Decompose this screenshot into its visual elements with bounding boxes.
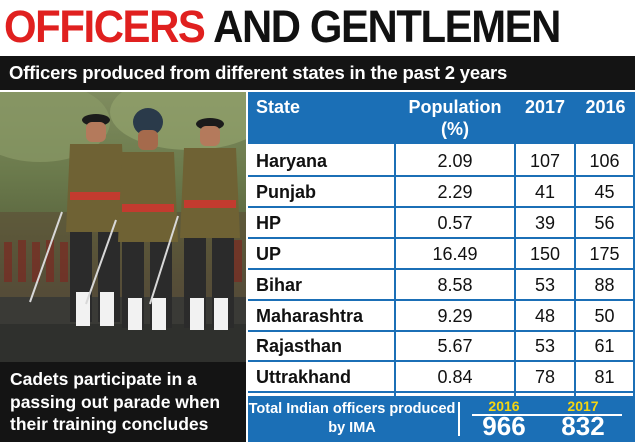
value-2017-cell: 53 <box>534 275 556 295</box>
state-cell: Punjab <box>256 182 317 202</box>
value-2016-cell: 50 <box>594 306 615 326</box>
row-divider <box>248 391 635 393</box>
state-cell: Rajasthan <box>256 336 343 356</box>
table-row: Maharashtra 9.29 48 50 <box>248 301 635 331</box>
headline-black: AND GENTLEMEN <box>213 1 561 52</box>
column-divider <box>574 92 576 396</box>
value-2017-cell: 39 <box>534 213 556 233</box>
value-2017-cell: 41 <box>534 182 556 202</box>
total-value-2016: 966 <box>482 411 526 441</box>
value-2016-cell: 81 <box>594 367 615 387</box>
row-divider <box>248 268 635 270</box>
value-2016-cell: 88 <box>594 275 615 295</box>
table-row: Bihar 8.58 53 88 <box>248 270 635 300</box>
row-divider <box>248 299 635 301</box>
table-row: Rajasthan 5.67 53 61 <box>248 331 635 361</box>
table-row: Haryana 2.09 107 106 <box>248 146 635 176</box>
column-divider <box>394 92 396 396</box>
value-2016-cell: 61 <box>594 336 615 356</box>
state-cell: Uttrakhand <box>256 367 352 387</box>
headline: OFFICERS AND GENTLEMEN <box>4 1 561 52</box>
row-divider <box>248 330 635 332</box>
column-header-population: Population (%) <box>408 97 502 139</box>
row-divider <box>248 237 635 239</box>
headline-red: OFFICERS <box>4 1 206 52</box>
value-2017-cell: 107 <box>529 151 561 171</box>
photo-caption: Cadets participate in a passing out para… <box>0 362 246 442</box>
state-cell: UP <box>256 244 282 264</box>
row-divider <box>248 206 635 208</box>
parade-photo <box>0 92 246 362</box>
table-header: State Population (%) 2017 2016 <box>248 92 635 144</box>
officers-table: State Population (%) 2017 2016 Haryana 2.… <box>248 92 635 396</box>
population-cell: 8.58 <box>437 275 473 295</box>
population-cell: 2.09 <box>437 151 473 171</box>
population-cell: 16.49 <box>432 244 478 264</box>
value-2017-cell: 48 <box>534 306 556 326</box>
state-cell: HP <box>256 213 282 233</box>
state-cell: Bihar <box>256 275 303 295</box>
state-cell: Haryana <box>256 151 328 171</box>
value-2016-cell: 45 <box>594 182 615 202</box>
subheader: Officers produced from different states … <box>0 56 635 90</box>
column-header-state: State <box>256 97 301 117</box>
population-cell: 9.29 <box>437 306 473 326</box>
table-row: HP 0.57 39 56 <box>248 208 635 238</box>
total-year-2017: 2017 <box>567 398 599 414</box>
column-divider <box>514 92 516 396</box>
parade-illustration <box>0 92 246 362</box>
footer-divider <box>458 402 460 436</box>
total-value-2017: 832 <box>561 411 605 441</box>
population-cell: 0.57 <box>437 213 473 233</box>
total-year-2016: 2016 <box>488 398 520 414</box>
column-divider <box>633 92 635 396</box>
value-2016-cell: 175 <box>589 244 620 264</box>
value-2017-cell: 78 <box>534 367 556 387</box>
population-cell: 0.84 <box>437 367 473 387</box>
value-2017-cell: 53 <box>534 336 556 356</box>
row-divider <box>248 175 635 177</box>
value-2016-cell: 106 <box>589 151 620 171</box>
column-header-2016: 2016 <box>585 97 626 117</box>
total-officers-label: Total Indian officers produced by IMA <box>248 401 456 436</box>
table-row: Punjab 2.29 41 45 <box>248 177 635 207</box>
state-cell: Maharashtra <box>256 306 364 326</box>
value-2016-cell: 56 <box>594 213 615 233</box>
value-2017-cell: 150 <box>529 244 561 264</box>
population-cell: 5.67 <box>437 336 473 356</box>
footer-underline <box>472 414 622 416</box>
population-cell: 2.29 <box>437 182 473 202</box>
total-officers-bar: Total Indian officers produced by IMA 20… <box>248 396 635 442</box>
table-row: UP 16.49 150 175 <box>248 239 635 269</box>
column-header-2017: 2017 <box>524 97 566 117</box>
table-row: Uttrakhand 0.84 78 81 <box>248 362 635 392</box>
row-divider <box>248 360 635 362</box>
